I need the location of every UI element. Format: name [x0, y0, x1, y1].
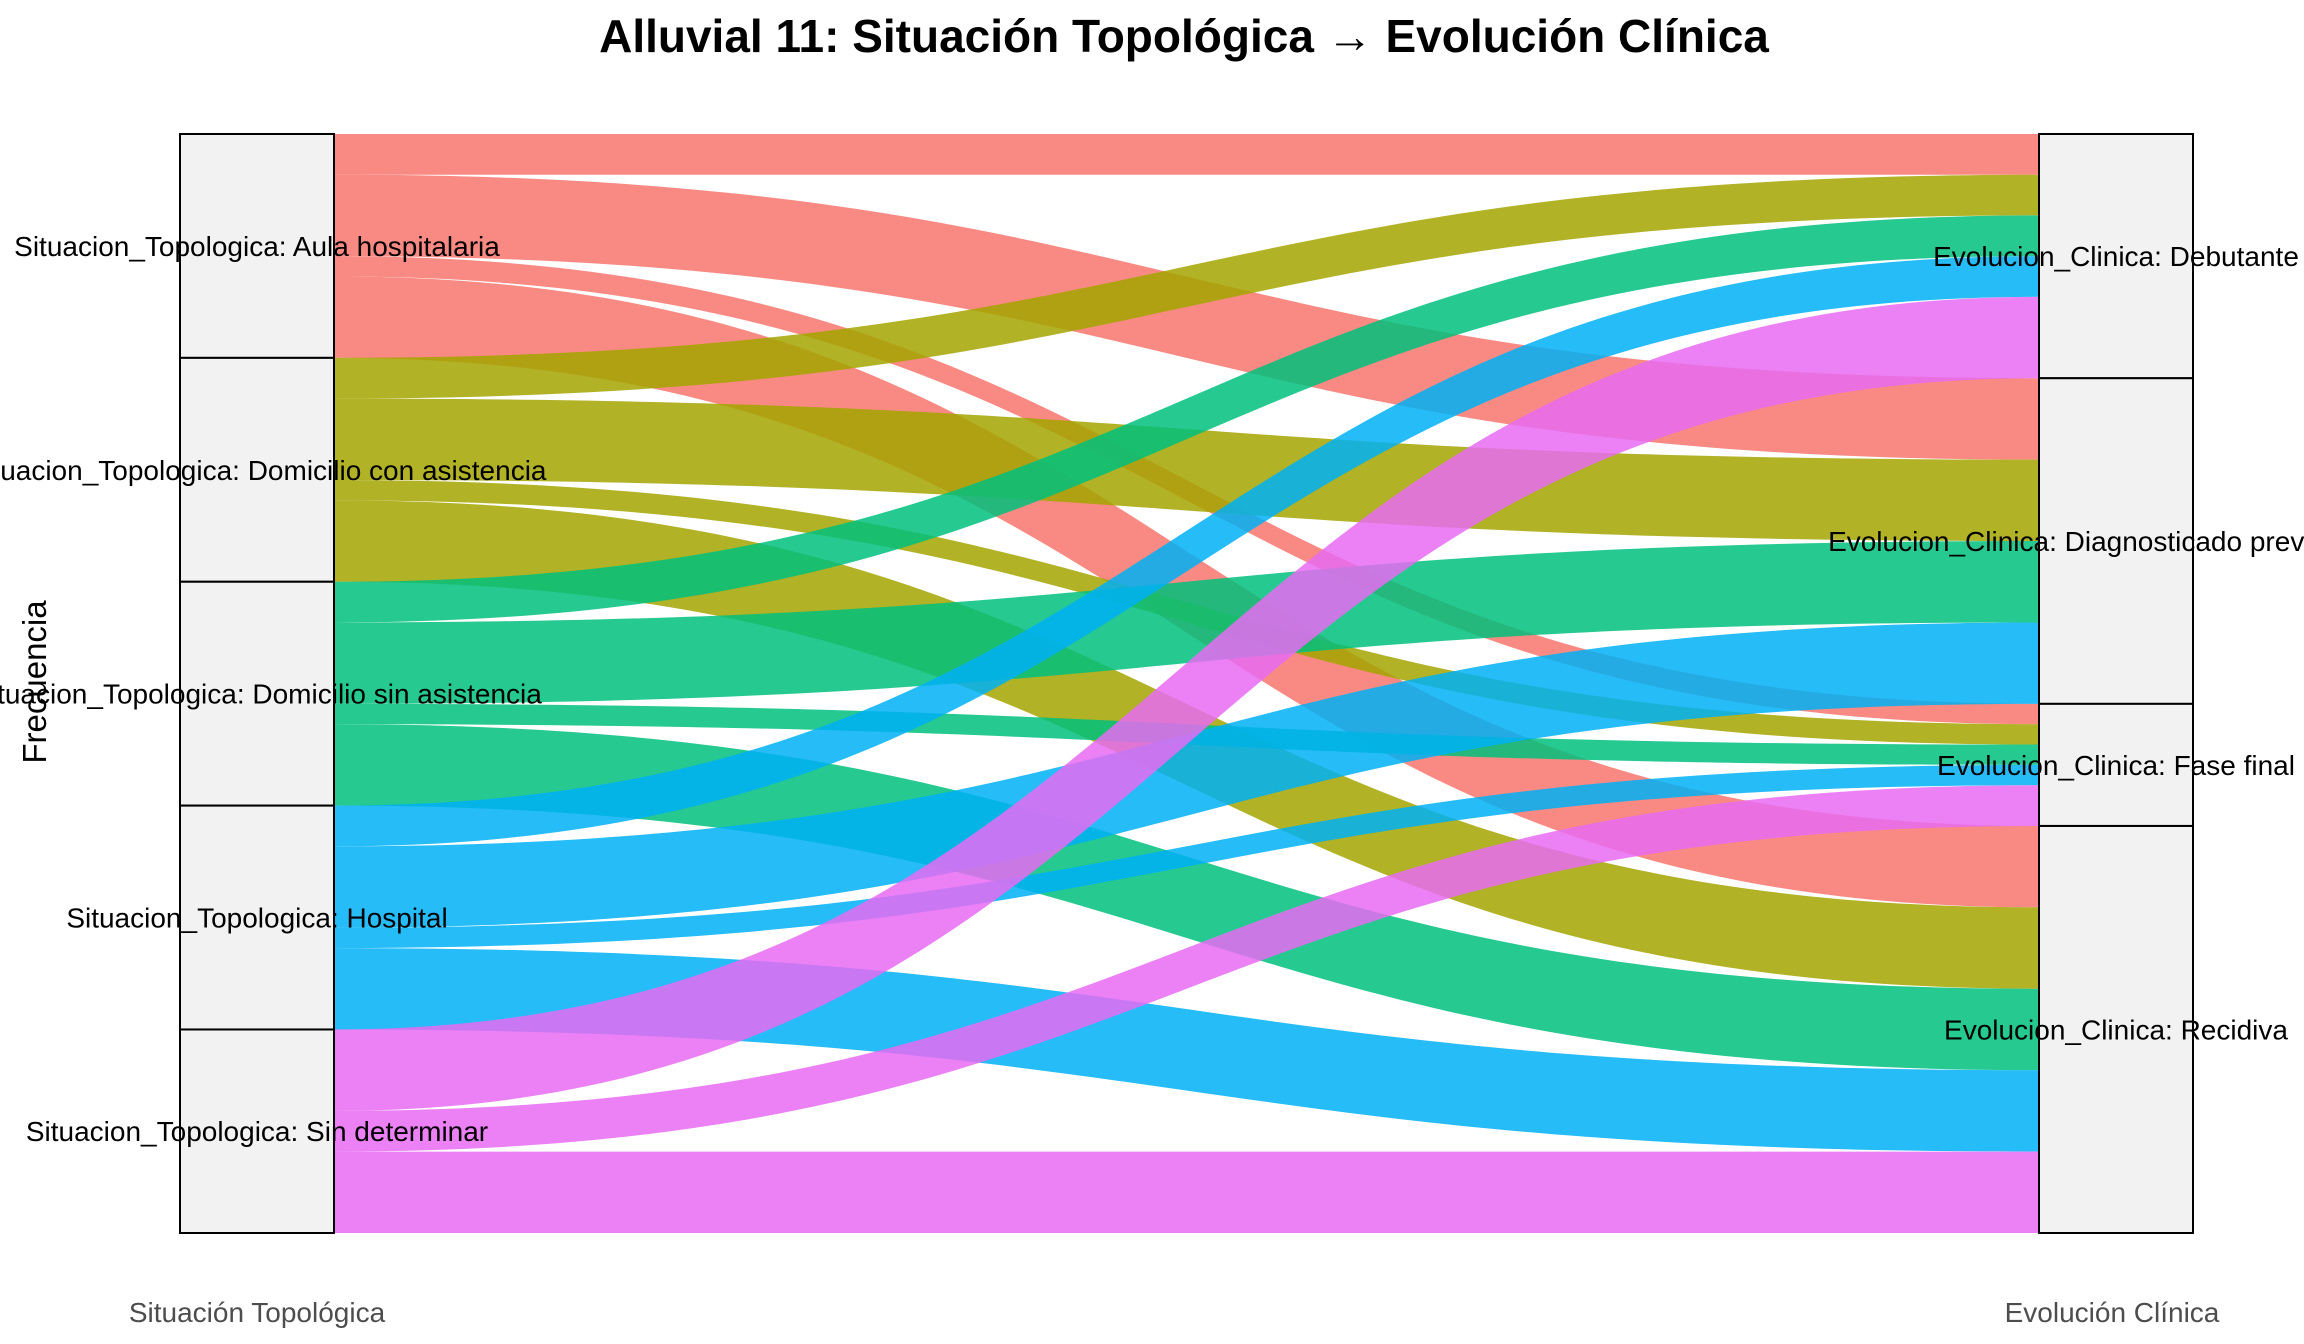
flow-aula-to-deb	[334, 134, 2039, 175]
flow-dsin-to-diag	[334, 541, 2039, 704]
stratum-labels-layer: Situacion_Topologica: Aula hospitalaria S…	[0, 231, 2304, 1147]
stratum-dcon	[179, 356, 335, 583]
x-axis-label-right: Evolución Clínica	[2005, 1297, 2220, 1328]
flow-hosp-to-deb	[334, 256, 2039, 847]
chart-title: Alluvial 11: Situación Topológica → Evol…	[599, 10, 1769, 62]
flow-hosp-to-diag	[334, 622, 2039, 928]
flow-sind-to-reci	[334, 1151, 2039, 1233]
stratum-label-reci: Evolucion_Clinica: Recidiva	[1944, 1014, 2288, 1045]
stratum-label-hosp: Situacion_Topologica: Hospital	[66, 903, 447, 934]
flow-dsin-to-reci	[334, 724, 2039, 1071]
stratum-label-aula: Situacion_Topologica: Aula hospitalaria	[14, 231, 500, 262]
stratum-sind	[179, 1028, 335, 1234]
stratum-aula	[179, 133, 335, 359]
stratum-label-deb: Evolucion_Clinica: Debutante	[1933, 241, 2299, 272]
strata-layer	[179, 133, 2194, 1234]
stratum-label-sind: Situacion_Topologica: Sin determinar	[26, 1116, 488, 1147]
flow-dcon-to-deb	[334, 174, 2039, 399]
stratum-label-fase: Evolucion_Clinica: Fase final	[1937, 750, 2295, 781]
flow-dcon-to-diag	[334, 398, 2039, 542]
flow-sind-to-deb	[334, 296, 2039, 1111]
stratum-label-dsin: Situacion_Topologica: Domicilio sin asis…	[0, 679, 542, 710]
stratum-hosp	[179, 804, 335, 1031]
flow-hosp-to-fase	[334, 764, 2039, 949]
flow-sind-to-fase	[334, 785, 2039, 1152]
stratum-label-dcon: Situacion_Topologica: Domicilio con asis…	[0, 455, 547, 486]
stratum-deb	[2038, 133, 2194, 380]
flow-dsin-to-deb	[334, 215, 2039, 623]
x-axis-label-left: Situación Topológica	[129, 1297, 386, 1328]
flows-layer	[334, 134, 2039, 1233]
stratum-fase	[2038, 702, 2194, 827]
stratum-dsin	[179, 580, 335, 807]
stratum-reci	[2038, 824, 2194, 1234]
stratum-label-diag: Evolucion_Clinica: Diagnosticado previam…	[1828, 526, 2304, 557]
y-axis-label: Frecuencia	[16, 600, 53, 764]
